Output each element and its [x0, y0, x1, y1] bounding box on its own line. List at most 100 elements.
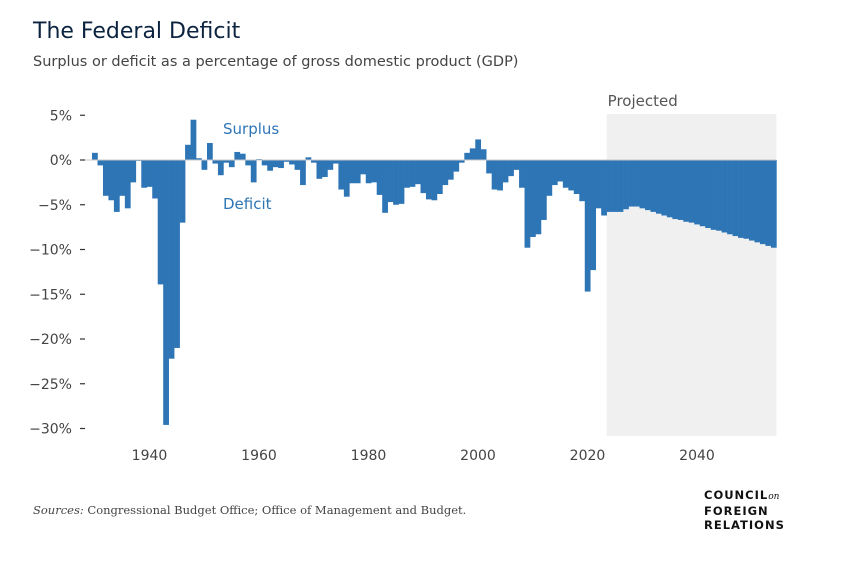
bar-1972 [321, 160, 328, 178]
bar-1955 [228, 160, 235, 168]
bar-1931 [97, 160, 104, 166]
bar-1930 [92, 152, 98, 160]
bar-1936 [124, 160, 131, 209]
deficit-annotation: Deficit [223, 195, 272, 213]
bar-1961 [261, 160, 268, 166]
bar-2022 [595, 160, 602, 209]
bar-1942 [157, 160, 164, 285]
source-text: Congressional Budget Office; Office of M… [83, 503, 467, 517]
bar-1979 [360, 160, 367, 175]
bar-1994 [442, 160, 449, 186]
bar-1945 [174, 160, 180, 348]
bar-1978 [354, 160, 361, 184]
bar-2011 [535, 160, 542, 235]
bar-2034 [661, 160, 668, 216]
bar-1941 [152, 160, 159, 199]
bar-1953 [217, 160, 224, 176]
bar-2046 [727, 160, 733, 235]
bar-1940 [146, 160, 153, 187]
bar-2049 [743, 160, 750, 239]
bar-1950 [201, 160, 208, 170]
bar-1998 [464, 152, 471, 160]
bar-2042 [705, 160, 711, 229]
bar-2032 [650, 160, 657, 212]
bar-1962 [267, 160, 273, 171]
bar-1939 [141, 160, 148, 188]
bar-1980 [365, 160, 372, 184]
bar-2020 [584, 160, 591, 292]
logo-line-relations: RELATIONS [704, 518, 785, 532]
chart-subtitle: Surplus or deficit as a percentage of gr… [33, 54, 519, 70]
bar-1967 [294, 160, 301, 170]
bar-2047 [732, 160, 739, 237]
bar-1999 [469, 148, 476, 160]
bar-2031 [644, 160, 651, 211]
bar-2012 [540, 160, 547, 220]
bar-1975 [338, 160, 345, 190]
bar-2026 [617, 160, 624, 212]
bar-1992 [431, 160, 438, 201]
bar-2043 [710, 160, 717, 230]
bar-2016 [562, 160, 569, 188]
bar-2004 [497, 160, 503, 191]
bar-2018 [573, 160, 580, 195]
bar-2017 [568, 160, 575, 191]
bar-2051 [754, 160, 761, 243]
bar-2054 [770, 160, 777, 248]
bar-1958 [245, 160, 252, 166]
x-tick-label: 1980 [351, 448, 387, 464]
bar-1983 [382, 160, 388, 213]
logo-line-council: COUNCIL [704, 488, 769, 502]
bar-2033 [655, 160, 662, 214]
bar-2023 [601, 160, 607, 216]
bar-1935 [119, 160, 126, 196]
bar-1947 [185, 144, 191, 160]
bar-1990 [420, 160, 427, 194]
bar-2029 [634, 160, 640, 207]
bar-2024 [606, 160, 613, 212]
bar-1952 [212, 160, 219, 164]
bar-1982 [376, 160, 383, 195]
bar-2028 [628, 160, 635, 207]
source-note: Sources: Congressional Budget Office; Of… [33, 503, 466, 517]
bar-1993 [436, 160, 443, 195]
bar-1991 [425, 160, 432, 200]
bar-1989 [415, 160, 421, 185]
x-tick-label: 1940 [132, 448, 168, 464]
bar-1965 [283, 160, 290, 162]
bar-2019 [579, 160, 586, 202]
chart-title: The Federal Deficit [33, 19, 241, 44]
x-tick-label: 1960 [241, 448, 277, 464]
bar-1969 [305, 157, 312, 160]
bar-1944 [168, 160, 175, 359]
bar-2039 [688, 160, 695, 223]
bar-2048 [738, 160, 744, 238]
bar-1971 [316, 160, 323, 179]
bar-2014 [551, 160, 558, 186]
projected-label: Projected [608, 92, 678, 110]
bar-2000 [475, 139, 482, 160]
bar-1949 [196, 158, 202, 160]
bar-2052 [759, 160, 766, 245]
source-label: Sources: [33, 503, 84, 517]
bar-2035 [666, 160, 673, 218]
bar-2015 [557, 160, 564, 182]
bar-1959 [250, 160, 257, 183]
y-tick-label: 0% [50, 153, 72, 169]
y-tick-label: −25% [29, 377, 72, 393]
bar-2044 [716, 160, 722, 231]
bar-2013 [546, 160, 553, 196]
cfr-logo: COUNCILon FOREIGN RELATIONS [704, 488, 785, 532]
bar-1932 [102, 160, 109, 196]
bar-1976 [343, 160, 350, 197]
y-tick-label: −20% [29, 332, 72, 348]
bar-1951 [206, 142, 213, 160]
bar-1937 [130, 160, 137, 183]
surplus-annotation: Surplus [223, 120, 279, 138]
bar-1956 [234, 151, 241, 160]
x-tick-label: 2020 [570, 448, 606, 464]
bar-2045 [721, 160, 728, 233]
x-tick-label: 2040 [679, 448, 715, 464]
y-tick-label: 5% [50, 108, 72, 124]
